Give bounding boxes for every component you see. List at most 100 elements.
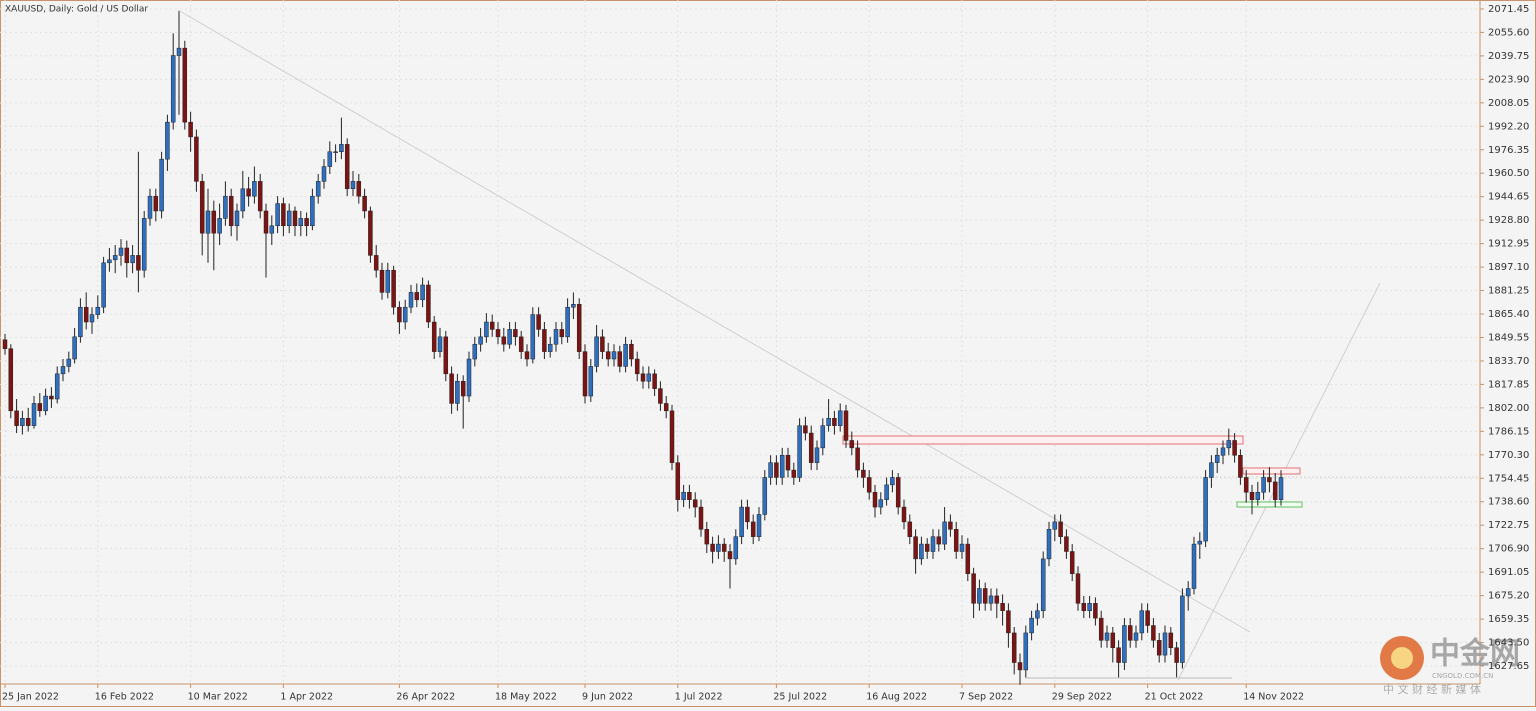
- y-tick-label: 1770.30: [1488, 450, 1529, 461]
- candle-body: [1168, 632, 1174, 648]
- resistance-zone: [1242, 467, 1301, 475]
- watermark-slogan: 中 文 财 经 新 媒 体: [1383, 682, 1481, 696]
- y-tick-label: 1706.90: [1488, 544, 1529, 555]
- candle-body: [455, 380, 460, 404]
- candle-body: [101, 262, 106, 308]
- candle-body: [681, 492, 686, 500]
- candle-body: [136, 255, 141, 271]
- candle-body: [762, 477, 768, 515]
- y-tick-label: 1627.65: [1488, 661, 1529, 672]
- candle-body: [814, 447, 820, 463]
- watermark-domain: CNGOLD.COM.CN: [1432, 672, 1493, 680]
- candle-body: [582, 351, 588, 397]
- x-tick-label: 1 Apr 2022: [280, 692, 333, 703]
- candle-body: [547, 343, 553, 352]
- candle-body: [182, 47, 188, 123]
- y-tick-label: 1960.50: [1488, 168, 1529, 179]
- candle-body: [460, 380, 466, 397]
- candle-body: [333, 151, 338, 154]
- y-tick-label: 1659.35: [1488, 614, 1529, 625]
- candle-body: [275, 203, 280, 227]
- candle-body: [188, 121, 193, 138]
- candle-body: [1000, 603, 1005, 611]
- candle-body: [646, 373, 652, 382]
- candle-body: [588, 366, 594, 397]
- candle-body: [1098, 617, 1104, 641]
- candle-body: [913, 536, 918, 560]
- candle-body: [692, 499, 698, 508]
- candle-body: [808, 432, 814, 463]
- candle-body: [501, 336, 507, 345]
- candle-body: [756, 514, 762, 537]
- y-tick-label: 2023.90: [1488, 74, 1529, 85]
- candle-body: [1017, 662, 1023, 671]
- candle-body: [1249, 492, 1255, 500]
- candle-body: [1243, 477, 1249, 493]
- candle-body: [43, 395, 48, 412]
- candle-body: [629, 343, 634, 360]
- candle-body: [107, 259, 112, 264]
- candle-body: [1156, 640, 1162, 656]
- trend-line: [177, 9, 1251, 633]
- candle-body: [1104, 632, 1110, 641]
- candle-body: [402, 306, 408, 323]
- candle-body: [495, 329, 501, 338]
- candle-body: [1180, 595, 1185, 663]
- candle-body: [994, 595, 1000, 604]
- x-tick-label: 18 May 2022: [495, 692, 557, 703]
- candle-body: [1122, 625, 1127, 663]
- x-tick-label: 10 Mar 2022: [188, 692, 248, 703]
- candles: [2, 11, 1284, 685]
- candle-body: [1029, 617, 1034, 634]
- x-tick-label: 25 Jul 2022: [773, 692, 827, 703]
- candle-body: [339, 144, 344, 153]
- candle-body: [942, 521, 947, 545]
- x-tick-label: 16 Feb 2022: [95, 692, 154, 703]
- candle-body: [791, 469, 797, 478]
- candle-body: [252, 181, 257, 197]
- candle-body: [1093, 603, 1098, 619]
- candle-body: [478, 336, 483, 345]
- candle-body: [240, 188, 246, 212]
- y-tick-label: 1897.10: [1488, 262, 1529, 273]
- candle-body: [507, 329, 512, 345]
- candle-body: [228, 195, 234, 227]
- candle-body: [54, 373, 60, 400]
- y-tick-label: 1976.35: [1488, 145, 1529, 156]
- candle-body: [959, 543, 965, 552]
- candle-body: [1040, 558, 1046, 611]
- candle-body: [385, 269, 391, 293]
- candle-body: [988, 595, 994, 604]
- candle-body: [971, 573, 976, 604]
- candle-body: [895, 477, 901, 508]
- candle-body: [95, 306, 101, 315]
- candle-body: [2, 339, 8, 349]
- candle-body: [420, 284, 425, 301]
- candle-body: [373, 255, 379, 271]
- candle-body: [344, 144, 350, 190]
- candle-body: [362, 195, 367, 212]
- candle-body: [1267, 477, 1272, 483]
- candle-body: [379, 269, 385, 293]
- candle-body: [321, 166, 327, 182]
- candle-body: [977, 588, 982, 604]
- candle-body: [594, 336, 599, 367]
- candle-body: [611, 351, 617, 360]
- y-tick-label: 1849.55: [1488, 332, 1529, 343]
- candle-body: [872, 492, 878, 508]
- candle-body: [553, 329, 559, 345]
- candle-body: [1064, 536, 1069, 552]
- x-tick-label: 21 Oct 2022: [1145, 692, 1204, 703]
- candle-body: [165, 121, 170, 160]
- candle-body: [820, 425, 826, 449]
- candle-body: [861, 469, 866, 478]
- watermark-logo: 中金网: [1430, 637, 1520, 672]
- candle-body: [890, 477, 895, 486]
- candle-body: [965, 543, 971, 574]
- candle-body: [843, 410, 849, 441]
- candle-body: [1069, 551, 1075, 574]
- candle-body: [936, 536, 942, 545]
- candle-body: [617, 351, 623, 367]
- y-tick-label: 1786.15: [1488, 426, 1529, 437]
